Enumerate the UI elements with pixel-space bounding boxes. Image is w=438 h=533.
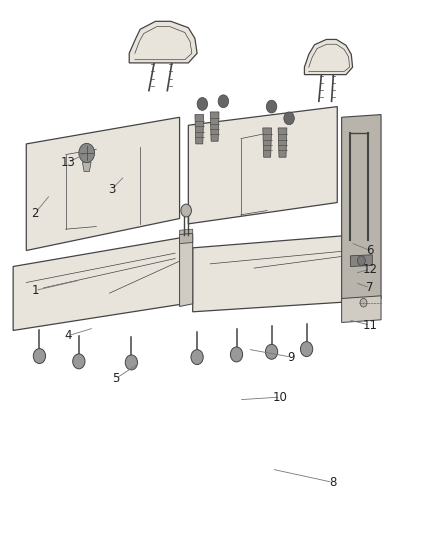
Text: 9: 9 bbox=[287, 351, 295, 364]
Text: 13: 13 bbox=[60, 156, 75, 169]
Polygon shape bbox=[82, 162, 91, 172]
Circle shape bbox=[181, 204, 191, 217]
Text: 10: 10 bbox=[273, 391, 288, 403]
Circle shape bbox=[197, 98, 208, 110]
Circle shape bbox=[73, 354, 85, 369]
Text: 4: 4 bbox=[64, 329, 72, 342]
Polygon shape bbox=[180, 235, 193, 306]
Polygon shape bbox=[180, 229, 193, 235]
Circle shape bbox=[33, 349, 46, 364]
Text: 1: 1 bbox=[31, 284, 39, 297]
Text: 12: 12 bbox=[363, 263, 378, 276]
Circle shape bbox=[300, 342, 313, 357]
Polygon shape bbox=[193, 235, 359, 312]
Text: 6: 6 bbox=[366, 244, 374, 257]
Circle shape bbox=[191, 350, 203, 365]
Polygon shape bbox=[342, 296, 381, 322]
Polygon shape bbox=[278, 128, 287, 157]
Circle shape bbox=[357, 256, 365, 265]
Polygon shape bbox=[350, 255, 372, 266]
Polygon shape bbox=[342, 115, 381, 301]
Text: 8: 8 bbox=[329, 476, 336, 489]
Circle shape bbox=[284, 112, 294, 125]
Circle shape bbox=[230, 347, 243, 362]
Circle shape bbox=[266, 100, 277, 113]
Polygon shape bbox=[304, 39, 353, 75]
Text: 3: 3 bbox=[108, 183, 115, 196]
Polygon shape bbox=[13, 237, 184, 330]
Polygon shape bbox=[180, 233, 193, 244]
Circle shape bbox=[218, 95, 229, 108]
Circle shape bbox=[265, 344, 278, 359]
Polygon shape bbox=[263, 128, 272, 157]
Polygon shape bbox=[129, 21, 197, 63]
Text: 2: 2 bbox=[31, 207, 39, 220]
Text: 5: 5 bbox=[113, 372, 120, 385]
Circle shape bbox=[79, 143, 95, 163]
Polygon shape bbox=[188, 107, 337, 224]
Polygon shape bbox=[210, 112, 219, 141]
Circle shape bbox=[360, 298, 367, 307]
Text: 7: 7 bbox=[366, 281, 374, 294]
Polygon shape bbox=[195, 115, 204, 144]
Text: 11: 11 bbox=[363, 319, 378, 332]
Circle shape bbox=[125, 355, 138, 370]
Polygon shape bbox=[26, 117, 180, 251]
